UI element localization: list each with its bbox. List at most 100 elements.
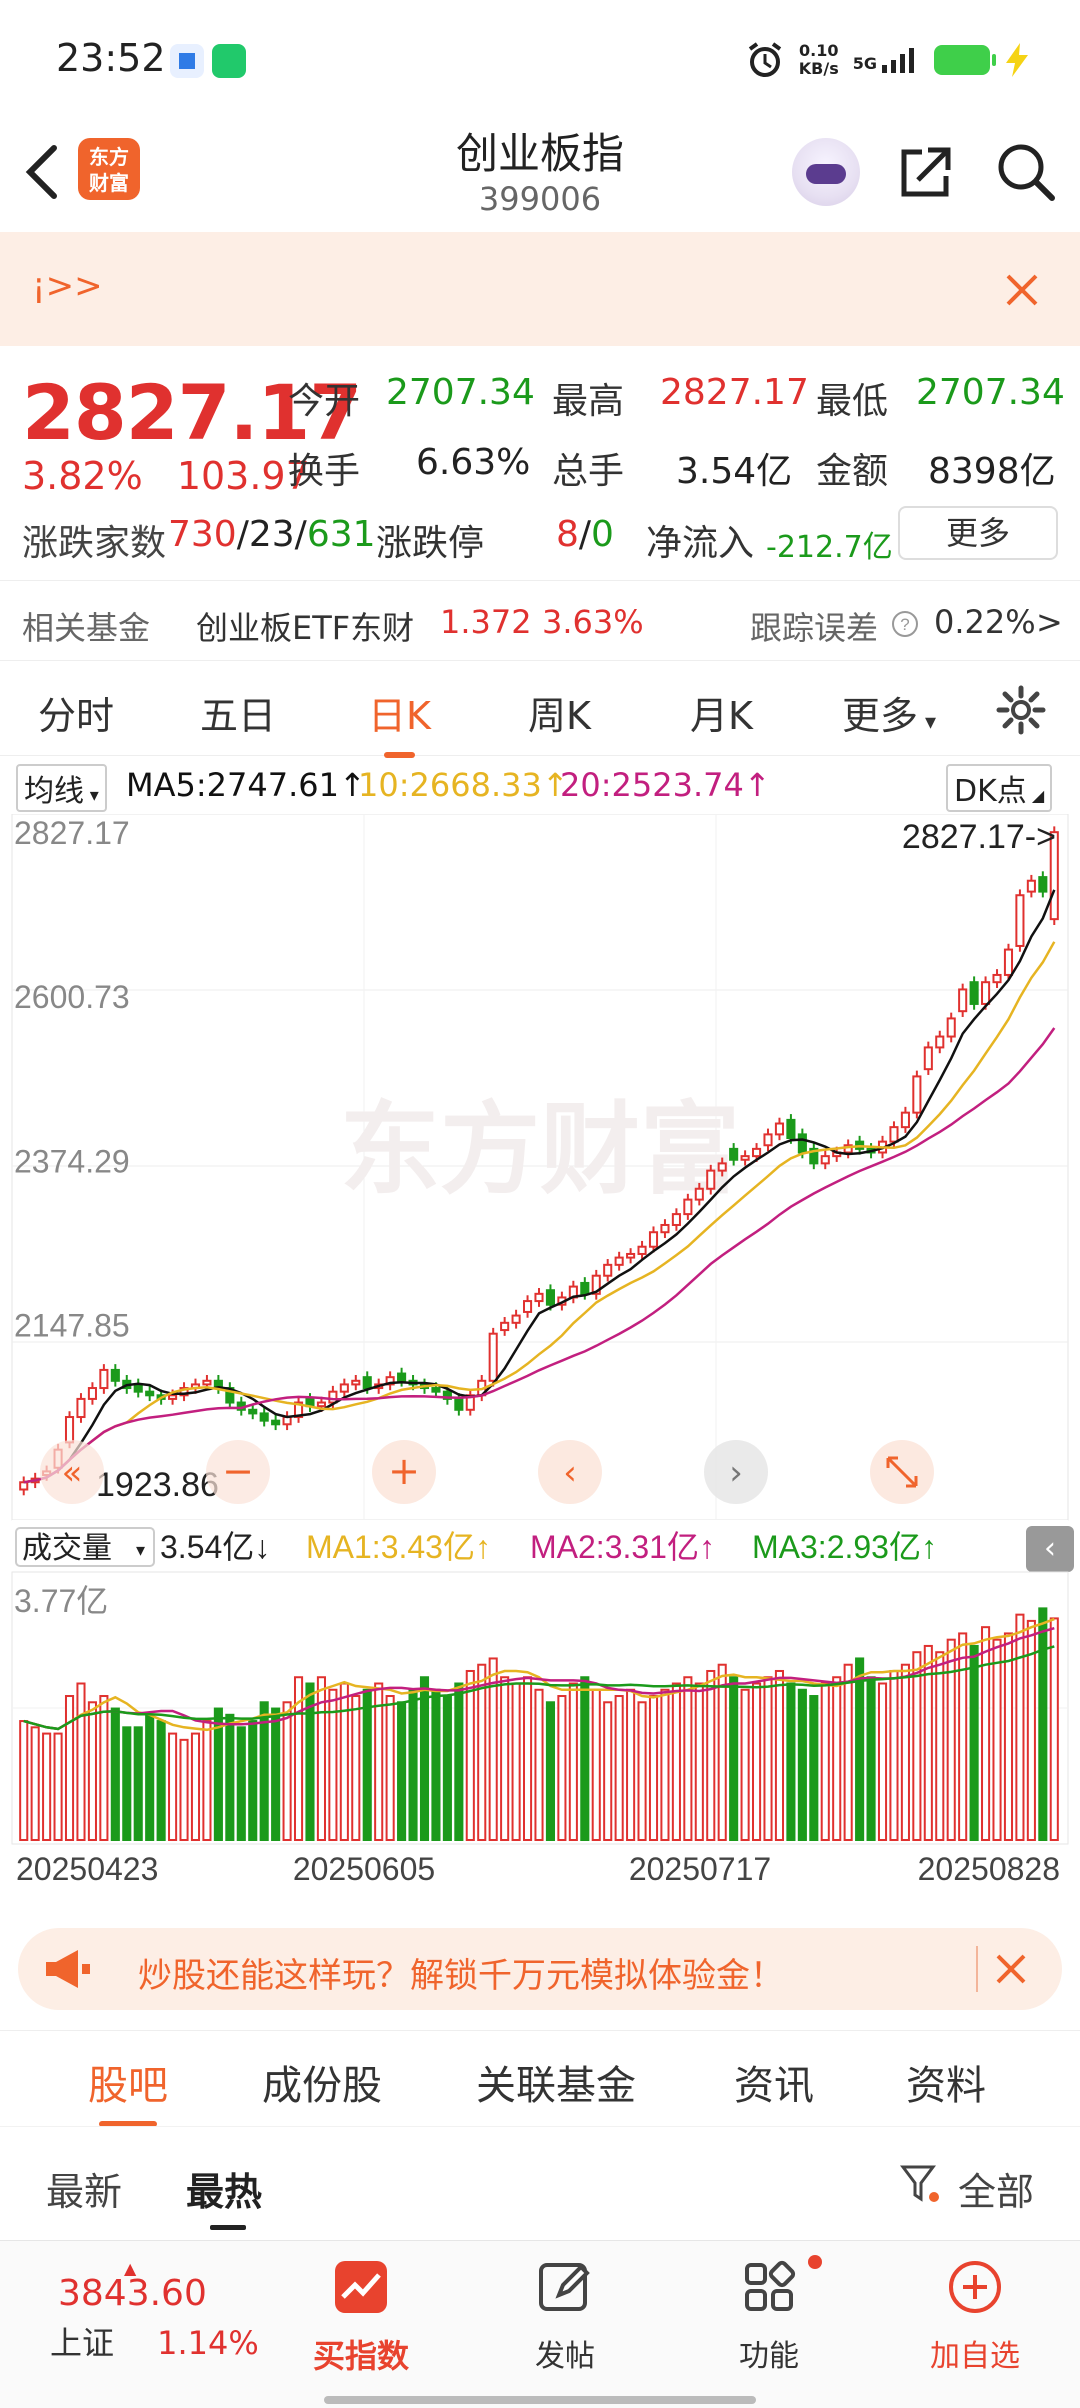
volume-bar [660,1688,670,1842]
volume-bar [545,1701,556,1842]
volume-bar [442,1695,452,1842]
tab-forum[interactable]: 股吧 [88,2053,168,2127]
filter-all[interactable]: 全部 [958,2170,1035,2214]
volume-bar [351,1695,361,1842]
sort-hottest[interactable]: 最热 [186,2170,263,2214]
candle [248,1408,258,1415]
candle [362,1376,372,1390]
tab-news[interactable]: 资讯 [734,2063,814,2109]
index-value: 3843.60 [58,2273,207,2314]
volume-bar [225,1713,235,1842]
volume-bar [923,1644,933,1841]
settings-gear-icon[interactable] [996,685,1046,735]
tab-five-day[interactable]: 五日 [200,694,277,738]
candle [580,1281,590,1295]
volume-bar [958,1632,968,1841]
candle [889,1126,899,1143]
collapse-indicator-button[interactable] [1026,1526,1074,1572]
volume-value: 3.54亿 [676,451,793,492]
tab-profile[interactable]: 资料 [906,2063,986,2109]
sort-latest[interactable]: 最新 [46,2170,123,2214]
nav-post[interactable]: 发帖 [490,2257,640,2375]
candle [522,1300,533,1313]
volume-bar [488,1657,498,1842]
chevron-left-icon: ‹ [563,1453,577,1493]
volume-bar [626,1688,636,1842]
fund-change: 3.63% [542,603,644,641]
dk-point-selector[interactable]: DK点 ◢ [946,764,1053,812]
turnover-label: 换手 [288,451,361,492]
date-label: 20250828 [918,1851,1060,1887]
max-marker: 2827.17-> [902,818,1056,856]
tab-related-funds[interactable]: 关联基金 [476,2063,636,2109]
rewind-button[interactable] [40,1440,104,1504]
candle [110,1368,120,1382]
candle [843,1144,853,1154]
tab-more[interactable]: 更多 ▾ [842,694,937,738]
candle [935,1035,945,1049]
volume-bar [385,1695,395,1842]
share-icon[interactable] [896,142,956,202]
fund-price: 1.372 [440,603,532,641]
help-icon[interactable]: ? [890,609,920,639]
ma10-value: 10:2668.33↑ [358,766,569,804]
scroll-left-button[interactable] [538,1440,602,1504]
search-icon[interactable] [994,140,1058,204]
nav-functions[interactable]: 功能 [694,2255,844,2375]
announcement-banner[interactable]: ¡>> [0,232,1080,346]
back-icon[interactable] [22,142,62,202]
candle [397,1372,407,1382]
volume-selector[interactable] [15,1527,155,1567]
candle [717,1162,727,1172]
nav-index-quote[interactable]: ▲ 3843.60 上证 1.14% [50,2259,270,2364]
ai-assistant-icon[interactable] [792,138,860,206]
promo-text[interactable]: 炒股还能这样玩？解锁千万元模拟体验金！ [138,1956,784,1996]
candle [912,1075,922,1114]
zoom-in-button[interactable] [372,1440,436,1504]
chart-controls: « − + ‹ › [40,1440,934,1504]
related-fund-row[interactable]: 相关基金 创业板ETF东财 1.372 3.63% 跟踪误差 ? 0.22% > [0,580,1080,660]
last-price: 2827.17 [22,368,362,457]
candle [614,1256,624,1266]
status-bar: 23:52 0.10 KB/s 5G [0,0,1080,120]
volume-bar [236,1726,246,1842]
volume-bar [534,1688,544,1842]
promo-banner[interactable]: 炒股还能这样玩？解锁千万元模拟体验金！ [18,1928,1062,2010]
candle [511,1314,521,1324]
indicator-selector[interactable]: 均线 ▾ [16,764,107,812]
status-time: 23:52 [56,36,166,80]
close-icon[interactable] [994,1952,1028,1986]
date-label: 20250605 [293,1851,435,1887]
zoom-out-button[interactable] [206,1440,270,1504]
volume-bar [431,1688,441,1842]
tab-constituents[interactable]: 成份股 [262,2063,382,2109]
tab-weekly-k[interactable]: 周K [528,694,591,738]
more-quote-button[interactable]: 更多 [898,506,1058,560]
volume-bar [145,1713,155,1842]
candle [293,1401,304,1419]
banner-text[interactable]: ¡>> [32,266,103,306]
kline-chart[interactable]: 东方财富 2827.17 2600.73 2374.29 2147.85 2827.1… [0,814,1080,1910]
turnover-value: 6.63% [416,442,531,483]
volume-bar [202,1720,212,1842]
candle [820,1155,830,1165]
bottom-navigation: ▲ 3843.60 上证 1.14% 买指数 发帖 功能 加自选 [0,2240,1080,2408]
nav-buy-index[interactable]: 买指数 [286,2257,436,2377]
fund-name[interactable]: 创业板ETF东财 [196,609,415,647]
scroll-right-button[interactable] [704,1440,768,1504]
tab-intraday[interactable]: 分时 [38,694,115,738]
nav-add-watchlist[interactable]: 加自选 [900,2257,1050,2375]
high-value: 2827.17 [660,372,809,413]
grid-icon [745,2260,796,2311]
tab-daily-k[interactable]: 日K [368,685,431,758]
filter-icon[interactable] [900,2163,940,2205]
volume-bar [374,1682,384,1842]
volume-bar [168,1732,178,1841]
candle [500,1321,510,1332]
close-icon[interactable] [1004,272,1040,308]
tab-monthly-k[interactable]: 月K [690,694,753,738]
tracking-arrow[interactable]: > [1036,603,1063,641]
battery-icon [934,45,996,75]
volume-bar [774,1669,785,1842]
volume-selector-label: 成交量 [22,1532,112,1565]
